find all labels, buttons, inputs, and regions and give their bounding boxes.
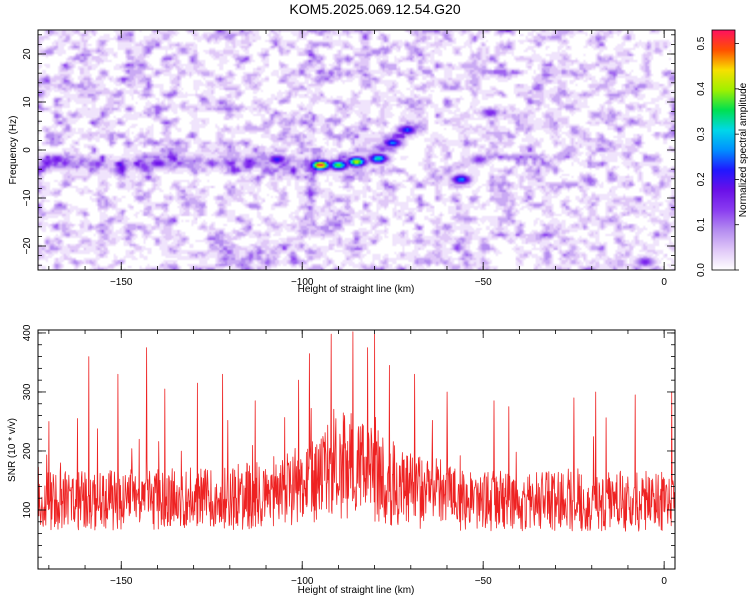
colorbar-tick-label: 0.5 xyxy=(696,36,707,50)
snr-y-tick-label: 200 xyxy=(22,442,33,459)
colorbar-label: Normalized spectral amplitude xyxy=(738,82,749,217)
colorbar-ticks: 0.0 0.1 0.2 0.3 0.4 0.5 xyxy=(696,36,739,277)
colorbar-frame xyxy=(711,29,736,271)
spectrum-y-tick-label: 0 xyxy=(22,147,33,153)
snr-series-line xyxy=(38,331,675,532)
spectrum-x-tick-label: −100 xyxy=(291,277,314,288)
snr-x-axis: −150 −100 −50 0 xyxy=(48,330,667,587)
colorbar-tick-label: 0.2 xyxy=(696,172,707,186)
snr-x-tick-label: −50 xyxy=(475,576,492,587)
spectrum-y-axis-label: Frequency (Hz) xyxy=(8,116,19,185)
snr-y-tick-label: 400 xyxy=(22,324,33,341)
snr-panel: −150 −100 −50 0 100 200 300 400 Height of stra… xyxy=(7,324,676,596)
snr-y-axis: 100 200 300 400 xyxy=(22,324,675,570)
colorbar-ramp xyxy=(712,30,735,270)
spectrum-x-tick-label: −150 xyxy=(110,277,133,288)
snr-plot-background xyxy=(38,330,675,569)
chart-title: KOM5.2025.069.12.54.G20 xyxy=(289,1,461,17)
snr-x-tick-label: −150 xyxy=(110,576,133,587)
spectrum-x-axis: −150 −100 −50 0 xyxy=(48,30,667,288)
snr-y-axis-label: SNR (10 * v/v) xyxy=(7,418,18,482)
spectrum-heatmap xyxy=(38,30,675,270)
snr-y-tick-label: 300 xyxy=(22,383,33,400)
spectrum-y-tick-label: 10 xyxy=(22,96,33,108)
snr-plot-frame xyxy=(37,329,676,570)
spectrum-y-axis: −20 −10 0 10 20 xyxy=(22,34,675,266)
spectrum-y-tick-label: −10 xyxy=(22,189,33,206)
snr-x-axis-label: Height of straight line (km) xyxy=(298,585,415,596)
colorbar: 0.0 0.1 0.2 0.3 0.4 0.5 Normalized spectral a… xyxy=(696,29,749,277)
colorbar-tick-label: 0.1 xyxy=(696,217,707,231)
spectrum-y-tick-label: 20 xyxy=(22,48,33,60)
snr-x-tick-label: −100 xyxy=(291,576,314,587)
spectrum-x-tick-label: 0 xyxy=(661,277,667,288)
snr-y-tick-label: 100 xyxy=(22,501,33,518)
spectrum-x-tick-label: −50 xyxy=(475,277,492,288)
colorbar-tick-label: 0.0 xyxy=(696,263,707,277)
spectrum-x-axis-label: Height of straight line (km) xyxy=(298,284,415,295)
spectrum-y-tick-label: −20 xyxy=(22,237,33,254)
colorbar-tick-label: 0.3 xyxy=(696,127,707,141)
colorbar-tick-label: 0.4 xyxy=(696,81,707,95)
snr-x-tick-label: 0 xyxy=(661,576,667,587)
